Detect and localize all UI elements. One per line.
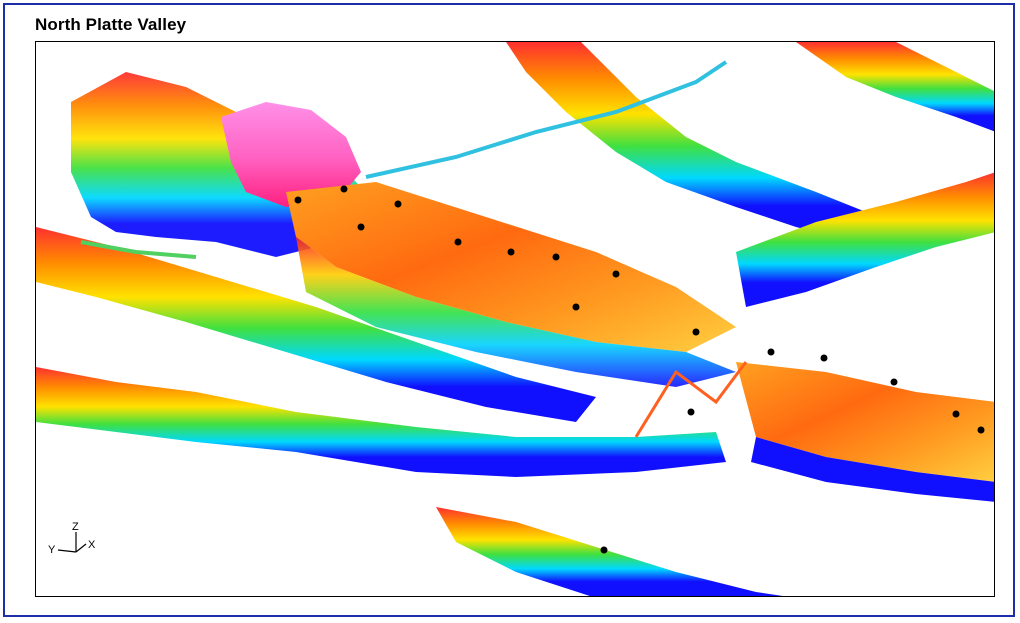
section-right-plateau-base	[751, 437, 994, 502]
profile-line-2	[80, 240, 197, 259]
3d-viewport[interactable]: Z X Y	[35, 41, 995, 597]
resistivity-sections: Z X Y	[36, 42, 994, 596]
axis-y-label: Y	[48, 544, 56, 556]
axis-z-label: Z	[72, 521, 79, 533]
figure-frame: North Platte Valley	[3, 3, 1015, 617]
anomaly-pink	[221, 102, 361, 207]
section-lower-band	[36, 367, 726, 477]
section-top-middle	[506, 42, 866, 242]
well-markers	[294, 185, 985, 554]
section-top-right	[796, 42, 994, 132]
profile-line-1	[365, 60, 728, 179]
axis-x-label: X	[88, 539, 96, 551]
figure-title: North Platte Valley	[35, 15, 187, 34]
section-right-diagonal	[736, 172, 994, 307]
section-right-plateau	[736, 362, 994, 482]
axes-triad	[57, 532, 87, 553]
section-left-band	[36, 227, 596, 422]
section-bottom-band	[436, 507, 783, 596]
section-main-plateau-base	[296, 237, 736, 387]
section-main-plateau	[286, 182, 736, 352]
profile-line-3	[634, 361, 748, 438]
